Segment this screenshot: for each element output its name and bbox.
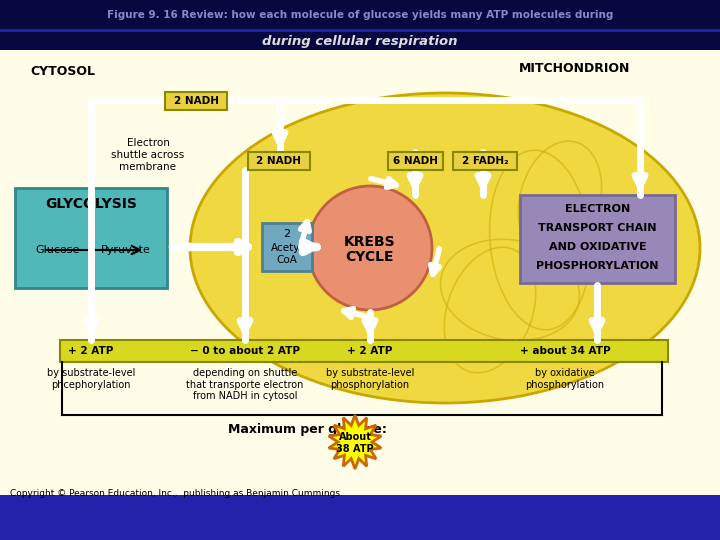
Text: PHOSPHORYLATION: PHOSPHORYLATION <box>536 261 659 271</box>
Text: CoA: CoA <box>276 255 297 265</box>
Text: + about 34 ATP: + about 34 ATP <box>520 346 611 356</box>
Text: Acetyl: Acetyl <box>271 243 303 253</box>
Text: 2 NADH: 2 NADH <box>174 96 218 106</box>
Bar <box>248 152 310 170</box>
Text: KREBS: KREBS <box>344 235 396 249</box>
Text: by substrate-level
phcephorylation: by substrate-level phcephorylation <box>47 368 135 389</box>
Text: ELECTRON: ELECTRON <box>565 204 630 214</box>
Bar <box>0 0 720 50</box>
Text: 38 ATP: 38 ATP <box>336 444 374 454</box>
Text: by oxidative
phosphorylation: by oxidative phosphorylation <box>526 368 605 389</box>
Text: Pyruvate: Pyruvate <box>101 245 151 255</box>
Bar <box>0 50 720 495</box>
Text: CYTOSOL: CYTOSOL <box>30 65 95 78</box>
Text: + 2 ATP: + 2 ATP <box>347 346 392 356</box>
Bar <box>15 188 167 288</box>
Bar <box>388 152 443 170</box>
Text: during cellular respiration: during cellular respiration <box>262 35 458 48</box>
Text: 2: 2 <box>87 221 95 234</box>
Text: AND OXIDATIVE: AND OXIDATIVE <box>549 242 647 252</box>
Text: MITCHONDRION: MITCHONDRION <box>519 62 631 75</box>
Ellipse shape <box>190 93 700 403</box>
Text: 2: 2 <box>284 229 291 239</box>
Bar <box>453 152 517 170</box>
Text: Glucose: Glucose <box>35 245 79 255</box>
Text: depending on shuttle
that transporte electron
from NADH in cytosol: depending on shuttle that transporte ele… <box>186 368 304 401</box>
Bar <box>60 340 668 362</box>
Text: 2 FADH₂: 2 FADH₂ <box>462 156 508 166</box>
Text: Maximum per glucose:: Maximum per glucose: <box>228 423 387 436</box>
Bar <box>165 92 227 110</box>
Text: Electron
shuttle across
membrane: Electron shuttle across membrane <box>112 138 184 172</box>
Polygon shape <box>328 415 382 469</box>
Text: + 2 ATP: + 2 ATP <box>68 346 114 356</box>
Text: − 0 to about 2 ATP: − 0 to about 2 ATP <box>190 346 300 356</box>
Text: Copyright © Pearson Education, Inc.,  publishing as Benjamin Cummings.: Copyright © Pearson Education, Inc., pub… <box>10 489 343 498</box>
Text: 2 NADH: 2 NADH <box>256 156 302 166</box>
Text: by substrate-level
phosphorylation: by substrate-level phosphorylation <box>326 368 414 389</box>
Circle shape <box>308 186 432 310</box>
Bar <box>262 223 312 271</box>
Text: About: About <box>338 432 372 442</box>
Text: GLYCOLYSIS: GLYCOLYSIS <box>45 197 137 211</box>
Text: TRANSPORT CHAIN: TRANSPORT CHAIN <box>539 223 657 233</box>
Text: 6 NADH: 6 NADH <box>393 156 438 166</box>
Text: Figure 9. 16 Review: how each molecule of glucose yields many ATP molecules duri: Figure 9. 16 Review: how each molecule o… <box>107 10 613 20</box>
Text: CYCLE: CYCLE <box>346 250 395 264</box>
Bar <box>520 195 675 283</box>
